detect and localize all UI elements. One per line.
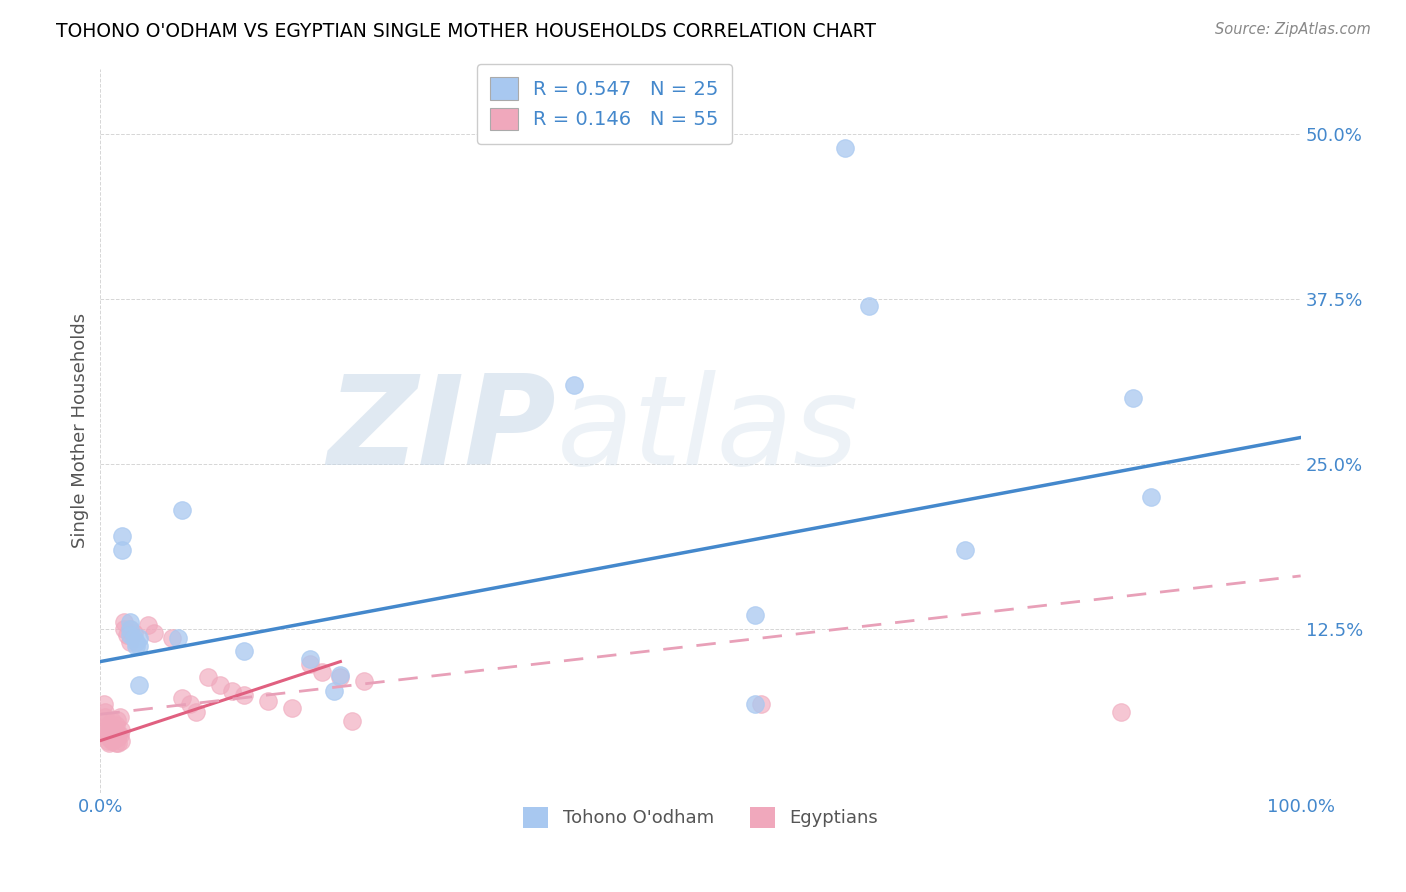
Point (162, 631, 184, 645)
Point (96, 714, 118, 728)
Point (128, 678, 150, 692)
Point (107, 727, 129, 741)
Point (353, 674, 375, 689)
Y-axis label: Single Mother Households: Single Mother Households (72, 313, 89, 549)
Point (111, 529, 134, 543)
Point (104, 718, 127, 732)
Point (329, 667, 352, 681)
Point (125, 634, 148, 648)
Point (120, 622, 142, 636)
Point (104, 731, 127, 745)
Point (120, 628, 142, 642)
Point (96, 721, 118, 735)
Point (112, 615, 135, 629)
Point (323, 683, 346, 698)
Point (342, 714, 364, 728)
Point (93, 697, 115, 711)
Text: ZIP: ZIP (328, 370, 557, 491)
Point (128, 639, 150, 653)
Point (179, 697, 201, 711)
Point (115, 628, 138, 642)
Text: TOHONO O'ODHAM VS EGYPTIAN SINGLE MOTHER HOUSEHOLDS CORRELATION CHART: TOHONO O'ODHAM VS EGYPTIAN SINGLE MOTHER… (56, 22, 876, 41)
Point (107, 736, 129, 750)
Point (103, 725, 125, 739)
Point (233, 644, 256, 658)
Point (170, 691, 193, 706)
Point (122, 631, 145, 645)
Point (120, 615, 142, 629)
Point (281, 700, 304, 714)
Point (197, 670, 219, 684)
Point (105, 731, 128, 745)
Text: atlas: atlas (557, 370, 859, 491)
Point (143, 625, 166, 640)
Point (94, 705, 117, 719)
Point (120, 622, 142, 636)
Point (299, 652, 322, 666)
Point (98, 723, 121, 737)
Point (128, 631, 150, 645)
Point (953, 542, 976, 557)
Point (311, 665, 333, 679)
Point (125, 639, 148, 653)
Point (1139, 490, 1161, 504)
Point (858, 299, 880, 313)
Point (96, 728, 118, 742)
Point (112, 622, 135, 636)
Point (257, 694, 280, 708)
Point (97, 736, 120, 750)
Point (100, 727, 122, 741)
Point (749, 697, 772, 711)
Point (100, 731, 122, 745)
Point (96, 723, 118, 737)
Point (564, 377, 586, 392)
Point (186, 705, 208, 719)
Point (209, 678, 232, 692)
Point (744, 608, 766, 623)
Point (1122, 391, 1144, 405)
Point (101, 733, 124, 747)
Point (108, 728, 131, 742)
Point (101, 721, 124, 735)
Point (94, 710, 117, 724)
Point (167, 631, 190, 645)
Point (233, 688, 256, 702)
Point (299, 657, 322, 672)
Point (110, 723, 132, 737)
Point (104, 723, 127, 737)
Point (170, 503, 193, 517)
Point (98, 718, 121, 732)
Point (744, 697, 766, 711)
Point (834, 140, 856, 154)
Point (221, 683, 243, 698)
Point (105, 713, 128, 727)
Point (97, 731, 120, 745)
Point (111, 542, 134, 557)
Point (122, 625, 145, 640)
Point (1109, 705, 1132, 719)
Point (138, 617, 160, 632)
Point (104, 736, 127, 750)
Point (108, 710, 131, 724)
Point (101, 714, 124, 728)
Legend: Tohono O'odham, Egyptians: Tohono O'odham, Egyptians (516, 800, 886, 835)
Point (329, 670, 352, 684)
Point (96, 733, 118, 747)
Text: Source: ZipAtlas.com: Source: ZipAtlas.com (1215, 22, 1371, 37)
Point (120, 634, 142, 648)
Point (110, 733, 132, 747)
